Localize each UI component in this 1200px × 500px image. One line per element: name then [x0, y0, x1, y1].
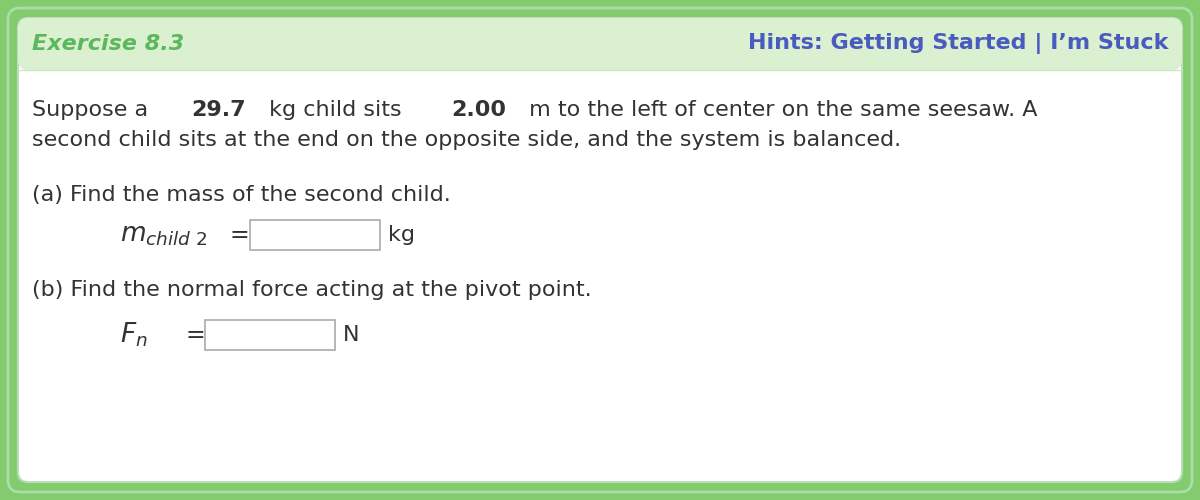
Text: Exercise 8.3: Exercise 8.3: [32, 34, 185, 54]
Text: $m_{\mathit{child\ 2}}$: $m_{\mathit{child\ 2}}$: [120, 222, 208, 248]
Text: =: =: [230, 223, 250, 247]
Text: kg: kg: [388, 225, 415, 245]
Text: (b) Find the normal force acting at the pivot point.: (b) Find the normal force acting at the …: [32, 280, 592, 300]
Text: 2.00: 2.00: [451, 100, 506, 120]
Text: Hints: Getting Started | I’m Stuck: Hints: Getting Started | I’m Stuck: [748, 34, 1168, 54]
Text: Suppose a: Suppose a: [32, 100, 155, 120]
FancyBboxPatch shape: [8, 8, 1192, 492]
Text: $F_{\mathit{n}}$: $F_{\mathit{n}}$: [120, 321, 148, 349]
Text: kg child sits: kg child sits: [262, 100, 408, 120]
FancyBboxPatch shape: [18, 18, 1182, 70]
Text: =: =: [185, 323, 205, 347]
Text: 29.7: 29.7: [191, 100, 246, 120]
FancyBboxPatch shape: [18, 18, 1182, 482]
Bar: [205, 320, 335, 350]
Text: second child sits at the end on the opposite side, and the system is balanced.: second child sits at the end on the oppo…: [32, 130, 901, 150]
Text: (a) Find the mass of the second child.: (a) Find the mass of the second child.: [32, 185, 451, 205]
Text: m to the left of center on the same seesaw. A: m to the left of center on the same sees…: [522, 100, 1037, 120]
Text: N: N: [343, 325, 360, 345]
Bar: [250, 220, 380, 250]
